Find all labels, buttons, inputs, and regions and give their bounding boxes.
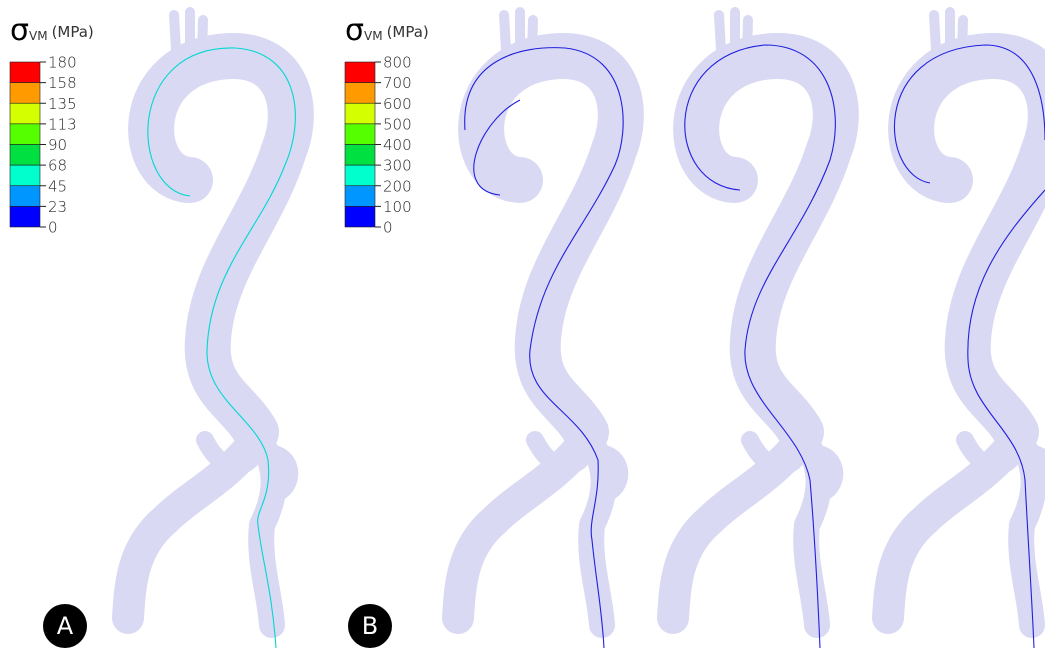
legend-label: 400 <box>383 136 412 154</box>
legend-swatch <box>344 123 376 145</box>
legend-label: 500 <box>383 115 412 133</box>
legend-title: σVM (MPa) <box>345 13 429 48</box>
legend-label: 23 <box>48 198 67 216</box>
legend-label: 68 <box>48 157 67 175</box>
sigma-symbol: σ <box>10 13 29 48</box>
guidewire <box>147 47 296 649</box>
legend-swatch <box>344 61 376 83</box>
panel-label: B <box>362 612 378 640</box>
legend-label: 200 <box>383 177 412 195</box>
legend-label: 158 <box>48 74 77 92</box>
legend-label: 135 <box>48 95 77 113</box>
legend-swatch <box>9 102 41 125</box>
legend-label: 113 <box>48 115 77 133</box>
legend-swatch <box>9 123 41 145</box>
legend-label: 100 <box>383 198 412 216</box>
legend-swatch <box>344 206 376 228</box>
legend-label: 800 <box>383 54 412 72</box>
aorta-model <box>458 12 621 625</box>
legend-swatch <box>9 185 41 207</box>
guidewire <box>464 47 624 649</box>
guidewire <box>684 44 836 649</box>
legend-swatch <box>9 82 41 104</box>
unit: (MPa) <box>52 23 94 41</box>
legend-label: 0 <box>383 219 393 237</box>
legend-swatch <box>9 61 41 83</box>
legend-label: 45 <box>48 177 67 195</box>
legend-swatch <box>9 144 41 166</box>
legend-label: 700 <box>383 74 412 92</box>
legend-label: 0 <box>48 219 58 237</box>
panel-label: A <box>57 612 74 640</box>
legend-swatch <box>9 206 41 228</box>
legend-swatch <box>344 164 376 187</box>
legend-title: σVM (MPa) <box>10 13 94 48</box>
legend-swatch <box>344 185 376 207</box>
panel-badge <box>348 604 392 648</box>
legend-swatch <box>344 144 376 166</box>
legend-label: 90 <box>48 136 67 154</box>
subscript: VM <box>364 29 383 43</box>
aorta-model <box>673 12 836 625</box>
subscript: VM <box>29 29 48 43</box>
legend-swatch <box>9 164 41 187</box>
legend-label: 180 <box>48 54 77 72</box>
legend-swatch <box>344 82 376 104</box>
sigma-symbol: σ <box>345 13 364 48</box>
legend-swatch <box>344 102 376 125</box>
unit: (MPa) <box>387 23 429 41</box>
legend-label: 600 <box>383 95 412 113</box>
legend-label: 300 <box>383 157 412 175</box>
panel-badge <box>43 604 87 648</box>
aorta-model <box>888 12 1045 625</box>
guidewire <box>893 44 1045 649</box>
